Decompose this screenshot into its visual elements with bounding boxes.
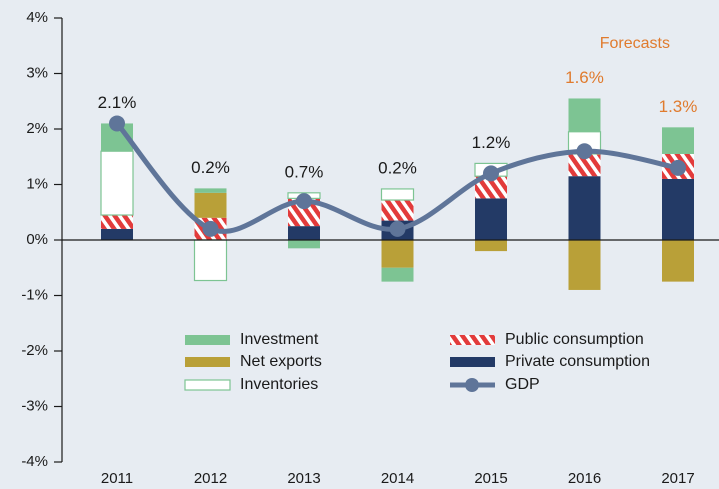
gdp-label: 0.2% [378,158,417,177]
bar-segment [288,226,320,240]
legend-label: GDP [505,376,540,393]
gdp-point [202,220,219,237]
gdp-label: 0.2% [191,158,230,177]
y-tick-label: -3% [21,397,48,414]
bar-segment [662,240,694,282]
gdp-label: 2.1% [98,93,137,112]
gdp-point [109,115,125,132]
bar-segment [662,127,694,154]
x-tick-label: 2016 [568,470,601,487]
x-tick-label: 2015 [474,470,507,487]
x-tick-label: 2012 [194,470,227,487]
legend-swatch [450,357,495,367]
x-tick-label: 2017 [661,470,694,487]
bar-segment [475,176,507,199]
bar-segment [380,188,415,201]
bar-segment [381,200,414,221]
bar-segment [101,215,133,229]
gdp-label: 0.7% [285,162,324,181]
y-tick-label: -1% [21,286,48,303]
legend-swatch [465,378,479,392]
gdp-point [296,193,312,210]
bar-segment [568,240,601,290]
x-tick-label: 2011 [101,470,133,487]
legend-swatch [185,335,230,345]
bar-segment [475,240,507,252]
x-tick-label: 2013 [287,470,320,487]
bar-segment [194,188,227,193]
legend-label: Net exports [240,353,322,370]
bar-segment [662,178,694,240]
bar-segment [100,150,134,216]
gdp-point [483,165,499,182]
bar-segment [568,176,601,240]
bar-segment [381,240,414,268]
legend-label: Inventories [240,376,318,393]
bar-segment [568,98,601,132]
bar-segment [381,267,414,282]
bar-segment [475,198,507,240]
x-tick-label: 2014 [381,470,414,487]
gdp-point [670,159,686,176]
y-tick-label: 1% [26,175,48,192]
legend-swatch [450,335,495,345]
gdp-point [389,220,406,237]
y-tick-label: -2% [21,342,48,359]
y-tick-label: 3% [26,64,48,81]
bar-segment [193,239,228,282]
y-tick-label: -4% [21,453,48,470]
gdp-label: 1.2% [472,133,511,152]
y-tick-label: 2% [26,120,48,137]
gdp-label: 1.3% [659,97,698,116]
annotation: Forecasts [600,35,670,52]
legend-swatch [185,357,230,367]
legend-label: Investment [240,331,319,348]
legend-label: Public consumption [505,331,644,348]
legend-label: Private consumption [505,353,650,370]
bar-segment [288,240,320,249]
gdp-label: 1.6% [565,68,604,87]
legend-swatch [184,379,231,391]
y-tick-label: 4% [26,9,48,26]
y-tick-label: 0% [26,231,48,248]
bar-segment [568,153,601,177]
bar-segment [194,192,227,218]
gdp-point [576,143,593,160]
bar-segment [101,228,133,240]
